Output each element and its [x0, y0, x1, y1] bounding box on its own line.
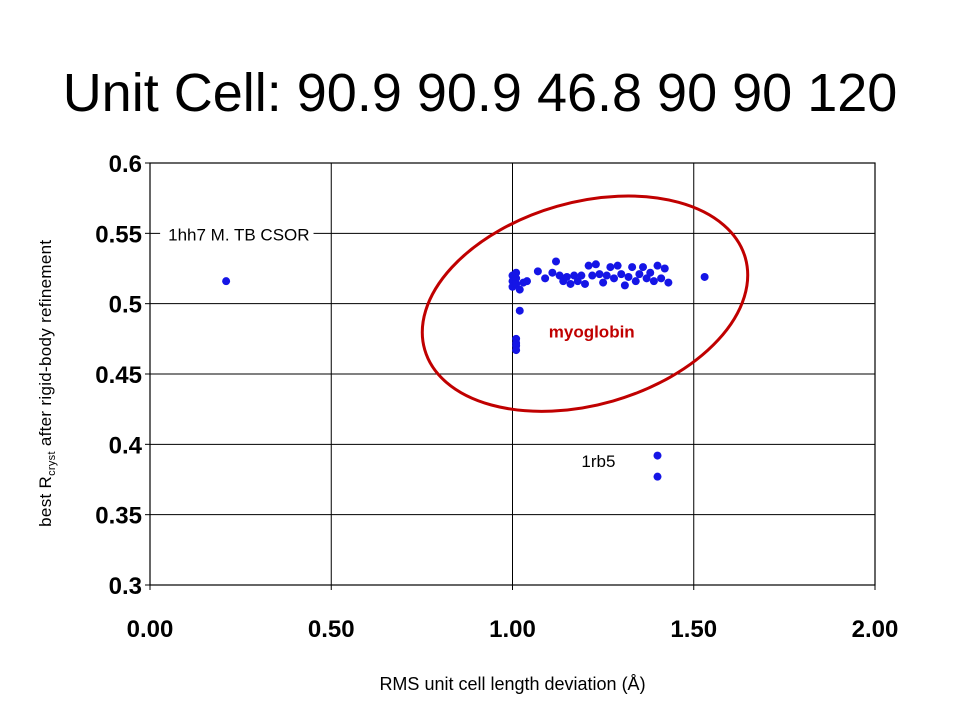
data-point	[613, 261, 622, 270]
data-point	[664, 278, 673, 287]
annotation-label: 1hh7 M. TB CSOR	[168, 225, 309, 244]
data-point	[533, 267, 542, 276]
data-point	[523, 277, 531, 286]
data-point	[577, 271, 586, 280]
data-point	[512, 274, 521, 283]
chart-title: Unit Cell: 90.9 90.9 46.8 90 90 120	[62, 63, 898, 123]
data-point	[649, 277, 658, 286]
annotation-label: 1rb5	[581, 452, 615, 471]
y-tick-label: 0.35	[95, 503, 142, 530]
annotation-label: myoglobin	[549, 322, 635, 341]
data-point	[581, 279, 589, 288]
y-axis-label-suffix: after rigid-body refinement	[35, 239, 55, 452]
x-tick-label: 0.00	[127, 616, 174, 643]
data-point	[620, 281, 629, 290]
y-axis-label-subscript: cryst	[46, 451, 59, 476]
y-tick-label: 0.4	[109, 432, 143, 459]
myoglobin-ellipse	[420, 194, 750, 413]
data-point	[552, 257, 560, 266]
data-point	[700, 272, 709, 281]
data-point	[595, 270, 604, 279]
data-point	[222, 277, 231, 286]
data-point	[653, 261, 662, 270]
data-point	[584, 261, 593, 270]
data-point	[660, 264, 669, 273]
data-point	[541, 274, 550, 283]
y-axis-label: best Rcryst after rigid-body refinement	[36, 173, 58, 593]
data-point	[657, 274, 666, 283]
annotation-background	[573, 447, 620, 475]
y-tick-label: 0.45	[95, 362, 142, 389]
x-tick-label: 1.50	[670, 616, 717, 643]
data-point	[610, 274, 618, 283]
annotation-background	[540, 318, 639, 346]
data-point	[617, 270, 626, 279]
data-point	[639, 263, 647, 272]
data-point	[646, 268, 655, 277]
y-tick-label: 0.5	[109, 292, 142, 319]
data-point	[599, 278, 608, 287]
data-point	[548, 268, 557, 277]
x-tick-label: 0.50	[308, 616, 355, 643]
data-point	[624, 272, 633, 281]
annotation-background	[160, 221, 314, 249]
data-point	[635, 270, 644, 279]
data-point	[515, 285, 524, 294]
data-point	[653, 451, 662, 460]
y-tick-label: 0.6	[109, 151, 142, 178]
data-point	[562, 272, 571, 281]
data-point	[606, 263, 615, 272]
data-point	[512, 268, 521, 277]
data-point	[591, 260, 600, 269]
data-point	[653, 472, 662, 481]
data-point	[512, 346, 521, 355]
data-point	[602, 271, 611, 280]
data-point	[566, 279, 575, 288]
data-point	[631, 277, 640, 286]
x-tick-label: 1.00	[489, 616, 536, 643]
data-point	[588, 271, 597, 280]
y-axis-label-prefix: best R	[35, 475, 55, 527]
y-tick-label: 0.55	[95, 221, 142, 248]
x-axis-label: RMS unit cell length deviation (Å)	[379, 674, 646, 694]
x-tick-label: 2.00	[852, 616, 899, 643]
y-tick-label: 0.3	[109, 573, 142, 600]
data-point	[628, 263, 637, 272]
data-point	[515, 306, 524, 315]
